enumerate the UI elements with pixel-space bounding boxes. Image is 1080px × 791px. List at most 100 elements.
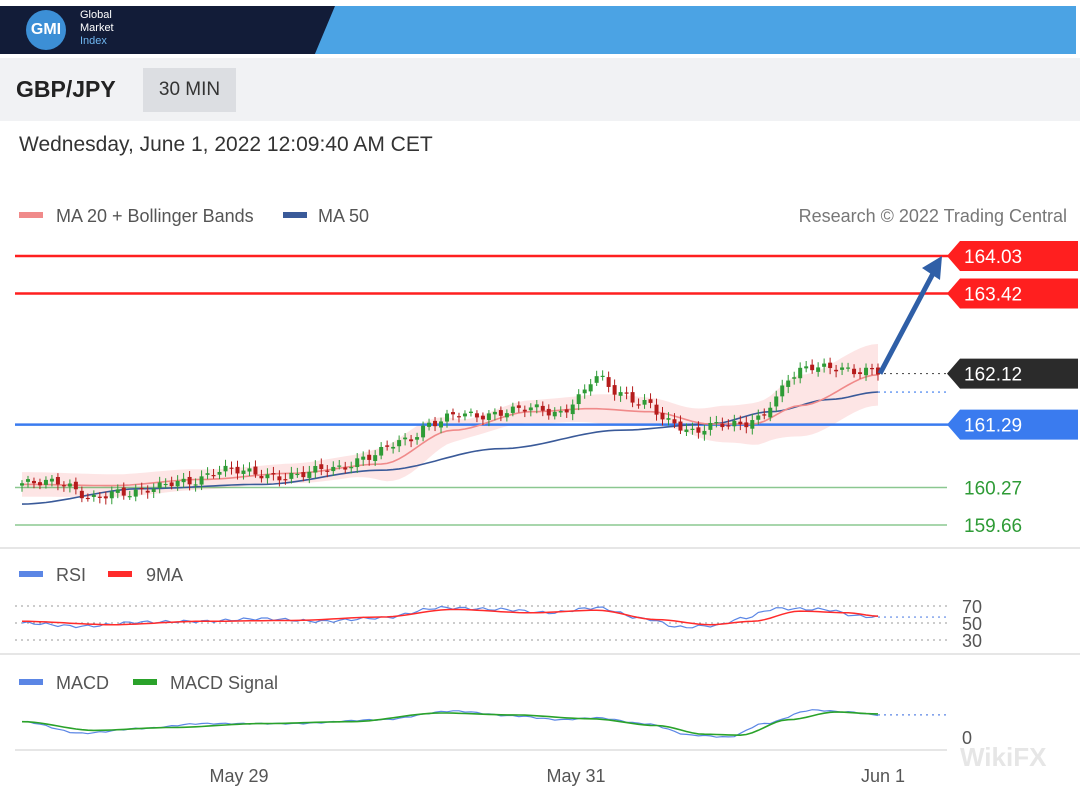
candle-body <box>492 411 497 415</box>
candle-body <box>391 446 396 449</box>
candle-body <box>241 470 246 474</box>
candle-body <box>702 430 707 435</box>
candle-body <box>277 476 282 481</box>
x-tick-label: May 31 <box>546 766 605 786</box>
support-level-label: 160.27 <box>964 478 1022 499</box>
candle-body <box>846 367 851 369</box>
candle-body <box>415 437 420 440</box>
gmi-logo-icon[interactable]: GMI <box>26 10 66 50</box>
candle-body <box>756 415 761 420</box>
target-level-label: 164.03 <box>964 247 1022 268</box>
candle-body <box>834 369 839 372</box>
candle-body <box>630 392 635 403</box>
macd-y-tick: 0 <box>962 728 972 748</box>
pivot-level-label: 161.29 <box>964 416 1022 437</box>
candle-body <box>367 454 372 460</box>
candle-body <box>61 485 66 487</box>
candle-body <box>744 422 749 428</box>
candle-body <box>786 380 791 387</box>
candle-body <box>582 389 587 394</box>
candle-body <box>307 471 312 478</box>
candle-body <box>768 407 773 418</box>
candle-body <box>121 487 126 496</box>
candle-body <box>385 445 390 447</box>
candle-body <box>732 420 737 427</box>
candle-body <box>20 483 24 486</box>
candle-body <box>804 366 809 369</box>
last-level-label: 162.12 <box>964 365 1022 386</box>
candle-body <box>175 480 180 487</box>
x-tick-label: May 29 <box>209 766 268 786</box>
candle-body <box>253 466 258 475</box>
candle-body <box>73 481 78 490</box>
candle-body <box>474 413 479 418</box>
rsi-legend-label: RSI <box>56 565 86 585</box>
candle-body <box>259 475 264 479</box>
pivot-level-tag <box>947 409 1078 440</box>
candle-body <box>750 420 755 429</box>
candle-body <box>427 422 432 427</box>
candle-body <box>439 421 444 428</box>
candle-body <box>456 416 461 418</box>
candle-body <box>690 428 695 430</box>
symbol-title: GBP/JPY <box>16 76 116 102</box>
candle-body <box>199 476 204 485</box>
candles <box>20 357 880 505</box>
candle-body <box>409 439 414 442</box>
candle-body <box>546 408 551 416</box>
candle-body <box>145 490 150 493</box>
candle-body <box>133 489 138 497</box>
candle-body <box>127 496 132 498</box>
candle-body <box>864 367 869 376</box>
interval-button[interactable]: 30 MIN <box>143 68 236 112</box>
candle-body <box>43 479 48 485</box>
macd-signal-line <box>21 711 879 737</box>
candle-body <box>462 413 467 417</box>
target-level-tag <box>947 278 1078 309</box>
candle-body <box>355 458 360 468</box>
candle-body <box>397 440 402 447</box>
candle-body <box>235 466 240 474</box>
candle-body <box>67 483 72 487</box>
candle-body <box>151 488 156 492</box>
candle-body <box>876 367 880 375</box>
support-level-label: 159.66 <box>964 516 1022 537</box>
candle-body <box>115 489 120 493</box>
candle-body <box>37 482 42 486</box>
watermark: WikiFX <box>960 742 1047 772</box>
level-tags: 164.03 163.42 162.12 161.29 160.27 159.66 <box>947 241 1078 537</box>
rsi-ma-legend-label: 9MA <box>146 565 183 585</box>
candle-body <box>858 372 863 375</box>
candle-body <box>193 484 198 486</box>
candle-body <box>169 482 174 487</box>
candle-body <box>157 482 162 488</box>
bollinger-band-fill <box>22 344 878 497</box>
candle-body <box>654 404 659 415</box>
candle-body <box>433 420 438 427</box>
candle-body <box>498 410 503 416</box>
macd-signal-legend-label: MACD Signal <box>170 673 278 693</box>
candle-body <box>588 384 593 392</box>
candle-body <box>852 368 857 375</box>
candle-body <box>211 475 216 477</box>
candle-body <box>109 491 114 499</box>
candle-body <box>25 479 30 482</box>
rsi-legend-swatch <box>19 571 43 577</box>
candle-body <box>666 418 671 420</box>
candle-body <box>343 467 348 470</box>
candle-body <box>229 467 234 469</box>
candle-body <box>816 367 821 372</box>
candle-body <box>534 404 539 408</box>
candle-body <box>91 494 96 497</box>
candle-body <box>540 405 545 411</box>
candle-body <box>421 425 426 438</box>
price-levels <box>15 254 1078 526</box>
rsi-ma-line <box>22 608 879 626</box>
candle-body <box>313 465 318 473</box>
candle-body <box>319 464 324 470</box>
candle-body <box>247 468 252 472</box>
rsi-y-tick: 50 <box>962 614 982 634</box>
rsi-line <box>21 605 879 629</box>
candle-body <box>660 413 665 420</box>
ma20-legend-label: MA 20 + Bollinger Bands <box>56 206 254 226</box>
